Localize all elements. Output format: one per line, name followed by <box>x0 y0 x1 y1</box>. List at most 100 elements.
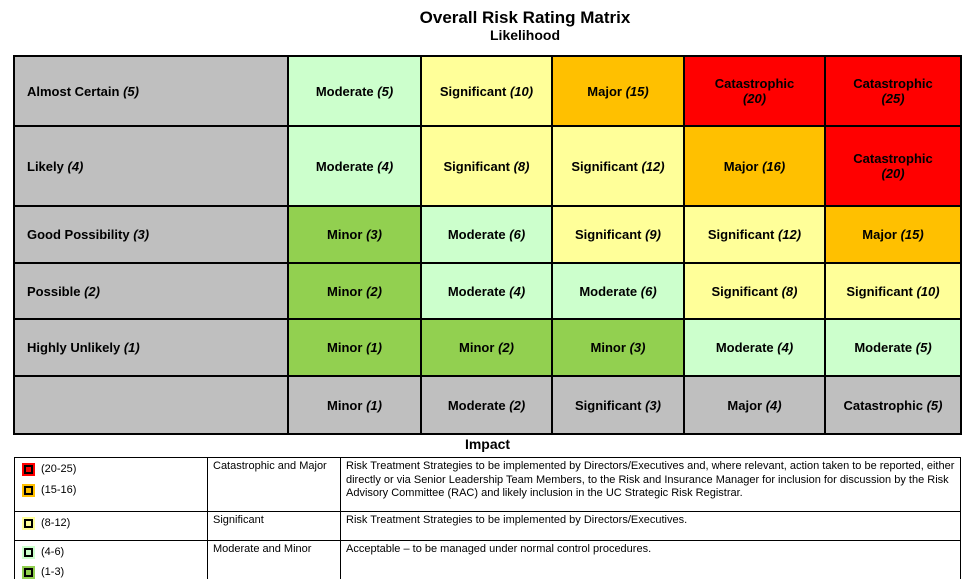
cell-value: (9) <box>645 227 661 242</box>
cell-name: Almost Certain <box>27 83 120 99</box>
page-title: Overall Risk Rating Matrix <box>419 8 631 27</box>
legend-category: Significant <box>207 511 341 541</box>
legend-color-swatch-inner <box>24 485 33 495</box>
impact-scale-cell: Major (4) <box>683 375 826 435</box>
matrix-cell: Significant (12) <box>551 125 685 207</box>
matrix-cell: Minor (3) <box>287 205 422 264</box>
cell-name: Minor <box>327 397 363 413</box>
likelihood-label: Almost Certain (5) <box>13 55 289 127</box>
legend-color-swatch <box>22 463 35 477</box>
matrix-row: Likely (4) Moderate (4) Significant (8) Sig… <box>13 125 962 207</box>
cell-value: (5) <box>915 340 932 355</box>
likelihood-label: Highly Unlikely (1) <box>13 318 289 377</box>
matrix-cell: Significant (10) <box>824 262 962 320</box>
likelihood-axis-label: Likelihood <box>490 27 560 43</box>
matrix-row: Possible (2) Minor (2) Moderate (4) Moderat… <box>13 262 962 320</box>
matrix-cell: Significant (12) <box>683 205 826 264</box>
cell-value: (4) <box>377 158 394 174</box>
cell-name: Significant <box>575 397 642 413</box>
cell-value: (15) <box>900 227 924 242</box>
legend-swatch-line: (1-3) <box>22 566 202 579</box>
title-block: Overall Risk Rating Matrix Likelihood <box>75 8 975 44</box>
cell-value: (4) <box>777 340 794 355</box>
legend-swatch-line: (15-16) <box>22 484 202 498</box>
legend-color-swatch-inner <box>24 465 33 475</box>
legend-category: Catastrophic and Major <box>207 457 341 512</box>
cell-value: (1) <box>366 340 382 355</box>
cell-value: (8) <box>513 158 530 174</box>
cell-name: Significant <box>711 283 778 299</box>
matrix-cell: Minor (1) <box>287 318 422 377</box>
cell-value: (16) <box>762 158 786 174</box>
cell-name: Significant <box>571 158 638 174</box>
legend-color-swatch-inner <box>24 519 33 529</box>
cell-value: (25) <box>881 91 905 106</box>
matrix-cell: Moderate (5) <box>824 318 962 377</box>
legend-row: (20-25) (15-16) Catastrophic and Major Risk… <box>14 457 961 512</box>
legend-color-swatch <box>22 566 35 579</box>
cell-name: Catastrophic <box>853 76 933 91</box>
cell-name: Minor <box>327 283 363 299</box>
cell-value: (2) <box>498 340 514 355</box>
cell-value: (8) <box>781 283 798 299</box>
cell-value: (20) <box>881 166 905 181</box>
matrix-cell: Catastrophic (20) <box>824 125 962 207</box>
cell-name: Moderate <box>447 397 506 413</box>
cell-name: Significant <box>439 83 507 99</box>
cell-name: Significant <box>846 283 913 299</box>
cell-value: (4) <box>765 397 782 413</box>
cell-value: (10) <box>916 283 940 299</box>
likelihood-label: Likely (4) <box>13 125 289 207</box>
legend-row: (4-6) (1-3) Moderate and Minor Acceptable –… <box>14 539 961 579</box>
impact-scale-row: Minor (1) Moderate (2) Significant (3) Majo… <box>13 375 962 435</box>
cell-value: (4) <box>509 283 526 299</box>
cell-name: Minor <box>590 340 626 355</box>
legend-range: (1-3) <box>41 566 65 578</box>
cell-name: Catastrophic <box>843 397 923 413</box>
cell-name: Moderate <box>447 227 506 242</box>
impact-scale-cell: Catastrophic (5) <box>824 375 962 435</box>
cell-value: (3) <box>366 227 382 242</box>
legend-swatch-line: (8-12) <box>22 517 202 531</box>
cell-name: Minor <box>459 340 495 355</box>
matrix-cell: Moderate (4) <box>420 262 553 320</box>
matrix-cell: Major (16) <box>683 125 826 207</box>
legend-row: (8-12) Significant Risk Treatment Strategi… <box>14 511 961 541</box>
legend-color-swatch-inner <box>24 547 33 557</box>
legend-description: Risk Treatment Strategies to be implemen… <box>340 457 961 512</box>
cell-value: (1) <box>123 340 140 355</box>
cell-name: Moderate <box>315 83 374 99</box>
cell-name: Highly Unlikely <box>27 340 121 355</box>
matrix-cell: Significant (9) <box>551 205 685 264</box>
impact-axis-label: Impact <box>464 436 511 452</box>
cell-name: Significant <box>575 227 642 242</box>
cell-name: Significant <box>707 227 775 242</box>
cell-name: Significant <box>443 158 510 174</box>
legend-swatch-line: (20-25) <box>22 463 202 477</box>
matrix-cell: Major (15) <box>824 205 962 264</box>
cell-value: (4) <box>67 158 84 174</box>
legend-range: (15-16) <box>41 483 77 496</box>
cell-name: Moderate <box>854 340 913 355</box>
cell-value: (2) <box>509 397 526 413</box>
legend-description: Risk Treatment Strategies to be implemen… <box>340 511 961 541</box>
cell-value: (10) <box>509 83 534 99</box>
cell-name: Major <box>727 397 763 413</box>
impact-scale-cell: Moderate (2) <box>420 375 553 435</box>
matrix-cell: Catastrophic (20) <box>683 55 826 127</box>
matrix-cell: Moderate (4) <box>287 125 422 207</box>
cell-value: (3) <box>133 227 150 242</box>
likelihood-label: Possible (2) <box>13 262 289 320</box>
matrix-row: Almost Certain (5) Moderate (5) Significan… <box>13 55 962 127</box>
cell-name: Minor <box>327 227 363 242</box>
cell-value: (20) <box>742 91 767 106</box>
legend-color-swatch <box>22 517 35 531</box>
cell-name: Moderate <box>579 283 638 299</box>
matrix-cell: Significant (8) <box>683 262 826 320</box>
cell-value: (12) <box>777 227 802 242</box>
risk-matrix-table: Almost Certain (5) Moderate (5) Significan… <box>13 55 962 435</box>
cell-name: Major <box>723 158 759 174</box>
legend-color-swatch <box>22 545 35 559</box>
matrix-cell: Minor (2) <box>287 262 422 320</box>
legend-table: (20-25) (15-16) Catastrophic and Major Risk… <box>14 457 961 579</box>
